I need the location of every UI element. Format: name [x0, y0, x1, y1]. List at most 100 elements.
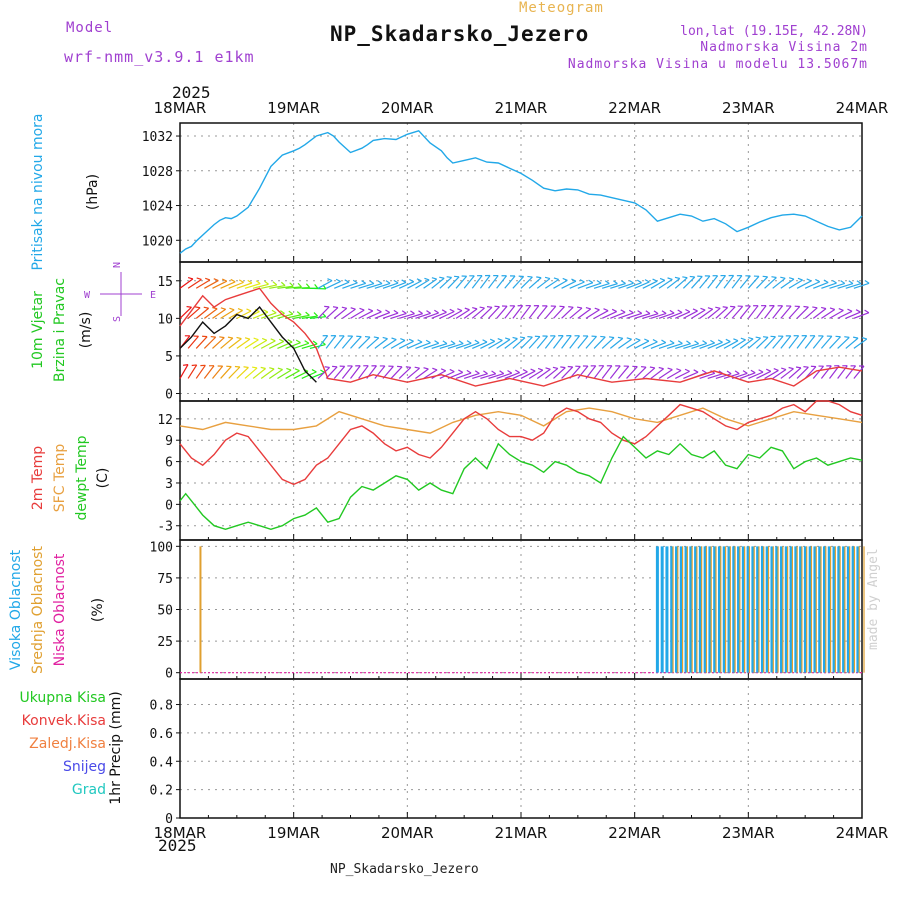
wind-barb [756, 370, 772, 379]
wind-barb [544, 335, 556, 349]
wind-barb [293, 314, 310, 319]
wind-barb [285, 370, 300, 379]
station-title: NP_Skadarsko_Jezero [330, 22, 590, 46]
wind-barb-feather [740, 337, 746, 341]
wind-barb [829, 336, 841, 349]
wind-barb [699, 308, 714, 319]
wind-barb-feather [653, 310, 659, 315]
wind-barb-feather [682, 276, 688, 279]
wind-barb-feather [254, 308, 260, 313]
wind-barb [820, 365, 832, 379]
wind-barb [244, 339, 259, 349]
wind-barb-feather [408, 338, 414, 342]
wind-barb-feather [626, 337, 632, 340]
wind-barb-feather [237, 308, 243, 311]
low-cloud-side-label: Niska Oblacnost [52, 553, 68, 666]
wind-barb-feather [426, 310, 431, 314]
wind-barb-feather [831, 279, 837, 284]
wind-barb [812, 308, 827, 319]
wind-barb-feather [219, 336, 225, 339]
wind-barb-feather [613, 280, 618, 285]
wind-barb-feather [848, 280, 854, 285]
wind-barb [203, 365, 215, 379]
precip-legend-3: Snijeg [63, 759, 106, 775]
wind-barb-feather [252, 366, 258, 369]
wind-barb [756, 276, 769, 289]
wind-barb [747, 275, 760, 289]
wind-barb [780, 278, 795, 289]
y-tick-label: 0 [165, 812, 173, 827]
wind-barb [236, 338, 251, 349]
wind-barb-feather [560, 366, 566, 369]
wind-barb [812, 365, 824, 379]
wind-barb [512, 371, 528, 380]
wind-barb-feather [588, 279, 594, 284]
x-tick-label-bottom: 19MAR [267, 824, 320, 842]
wind-barb [520, 305, 532, 319]
wind-barb-feather [797, 277, 803, 281]
wind-barb [350, 365, 361, 379]
wind-barb [407, 280, 422, 289]
wind-speed-line [179, 306, 317, 383]
wind-barb [277, 369, 292, 379]
wind-barb [471, 275, 483, 289]
wind-barb [634, 340, 650, 349]
wind-barb [804, 281, 821, 289]
wind-barb-feather [464, 307, 470, 311]
wind-barb [764, 277, 777, 289]
wind-barb [772, 277, 786, 289]
wind-barb [252, 339, 268, 349]
wind-barb-feather [571, 278, 577, 282]
wind-barb-feather [409, 278, 415, 283]
wind-barb-feather [382, 336, 388, 340]
wind-barb-feather [536, 276, 542, 279]
wind-barb-feather [636, 279, 642, 284]
wind-barb-feather [585, 306, 591, 310]
wind-barb-feather [434, 309, 439, 314]
wind-barb [796, 306, 809, 319]
wind-barb-feather [313, 312, 319, 317]
wind-barb [528, 277, 542, 289]
wind-barb [756, 336, 769, 349]
wind-barb [837, 310, 853, 319]
wind-barb [390, 281, 407, 289]
wind-barb-feather [576, 306, 583, 309]
wind-barb-feather [187, 276, 194, 280]
wind-barb [203, 308, 218, 319]
wind-barb-feather [545, 367, 551, 370]
wind-barb-feather [439, 276, 445, 279]
wind-barb-feather [661, 339, 667, 344]
wind-barb-feather [261, 337, 268, 341]
wind-barb [796, 366, 809, 379]
wind-barb-feather [191, 364, 197, 367]
wind-barb [195, 364, 206, 379]
wind-barb [504, 372, 520, 380]
wind-barb-feather [608, 336, 615, 339]
wind-barb-feather [692, 308, 698, 312]
wind-barb [536, 368, 551, 379]
wind-barb [764, 369, 779, 379]
wind-barb-feather [596, 279, 602, 284]
wind-barb-feather [450, 340, 456, 345]
wind-barb-feather [507, 370, 513, 374]
wind-barb [699, 275, 711, 289]
wind-barb [309, 316, 326, 319]
wind-barb-feather [418, 310, 423, 315]
wind-barb [220, 337, 234, 349]
wind-barb-feather [844, 336, 850, 338]
wind-barb-feather [264, 280, 269, 285]
wind-barb-feather [667, 277, 673, 280]
x-tick-label-top: 18MAR [154, 99, 207, 117]
wind-barb [350, 336, 362, 349]
wind-barb [480, 340, 495, 349]
wind-barb-feather [361, 280, 367, 284]
meteogram-label: Meteogram [519, 0, 604, 16]
wind-barb-feather [244, 337, 251, 340]
x-tick-label-top: 21MAR [495, 99, 548, 117]
y-tick-label: 10 [157, 312, 173, 327]
wind-barb [601, 310, 617, 319]
wind-barb [341, 335, 354, 349]
wind-barb-feather [527, 335, 533, 338]
wind-barb [552, 335, 564, 349]
wind-barb-feather [479, 306, 485, 309]
